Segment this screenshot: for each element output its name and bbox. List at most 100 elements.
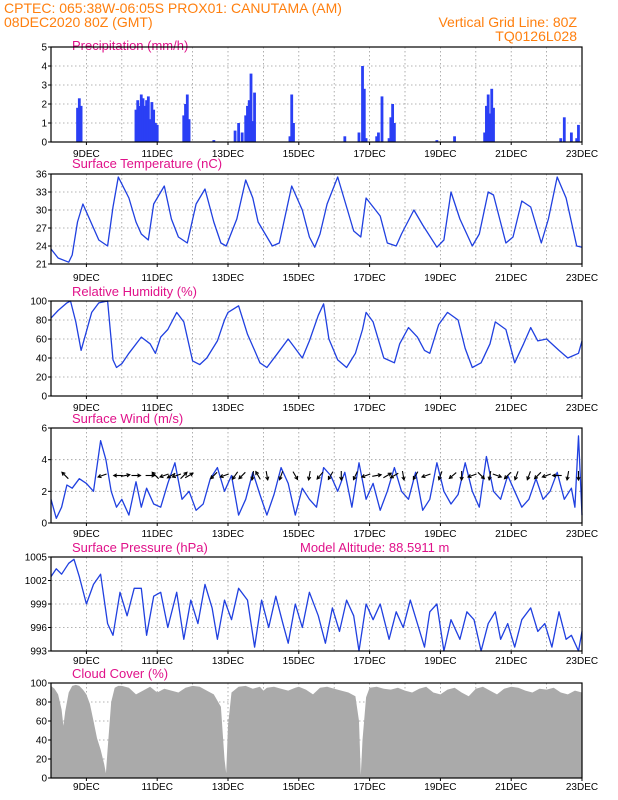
x-tick-label: 19DEC [424, 782, 456, 793]
wind-arrow [533, 471, 542, 480]
y-tick-label: 100 [30, 679, 47, 690]
precip-bar [146, 96, 150, 142]
x-tick-label: 13DEC [212, 656, 244, 667]
wind-arrow [219, 473, 229, 479]
panel-surface-temperature-nc: Surface Temperature (nC) 21 24 27 30 33 36 9DEC… [36, 156, 598, 284]
panel-frame [50, 300, 583, 397]
x-tick-label: 15DEC [283, 403, 315, 414]
x-tick-label: 21DEC [495, 273, 527, 284]
x-tick-label: 17DEC [353, 403, 385, 414]
panel-surface-wind-m-s: Surface Wind (m/s) 0 2 4 6 9DEC 11DEC 13DEC 15DE… [41, 411, 598, 540]
precip-bar [237, 123, 241, 142]
precip-bar [148, 119, 152, 142]
x-tick-label: 11DEC [141, 529, 173, 540]
wind-arrow [131, 473, 142, 478]
precip-bar [569, 132, 573, 142]
panel-frame [50, 682, 583, 779]
x-tick-label: 11DEC [141, 149, 173, 160]
series-line [50, 176, 583, 263]
precip-bar [244, 115, 248, 142]
y-tick-label: 40 [36, 736, 48, 747]
panel-title: Precipitation (mm/h) [72, 38, 188, 53]
panel-title: Surface Wind (m/s) [72, 411, 183, 426]
wind-arrow [292, 471, 299, 481]
precip-bar [362, 88, 366, 142]
wind-arrow [477, 471, 486, 480]
wind-arrow [250, 470, 255, 482]
panel-title: Surface Pressure (hPa) [72, 540, 208, 555]
panel-title: Cloud Cover (%) [72, 666, 168, 681]
header-date-line: 08DEC2020 80Z (GMT) [4, 14, 153, 30]
wind-arrow [339, 471, 344, 482]
header: CPTEC: 065:38W-06:05S PROX01: CANUTAMA (… [4, 0, 577, 44]
y-tick-label: 4 [41, 62, 47, 73]
x-tick-label: 23DEC [566, 782, 598, 793]
y-tick-label: 20 [36, 373, 48, 384]
wind-arrow [184, 472, 194, 479]
panel-title: Surface Temperature (nC) [72, 156, 222, 171]
wind-arrow [487, 470, 492, 482]
precip-bar [453, 136, 456, 142]
wind-arrow [112, 473, 123, 478]
precip-bar [562, 117, 566, 142]
header-model-id: TQ0126L028 [495, 28, 577, 44]
y-tick-label: 2 [41, 100, 47, 111]
x-tick-label: 19DEC [424, 403, 456, 414]
precip-bar [76, 107, 79, 142]
y-tick-label: 993 [30, 647, 47, 658]
y-tick-label: 100 [30, 297, 47, 308]
x-tick-label: 23DEC [566, 656, 598, 667]
wind-arrow [492, 473, 503, 479]
wind-arrow [158, 473, 169, 479]
header-grid-line-label: Vertical Grid Line: 80Z [438, 14, 577, 30]
precip-bar [240, 132, 244, 142]
x-tick-label: 17DEC [353, 782, 385, 793]
precip-bar [391, 104, 395, 142]
x-tick-label: 15DEC [283, 529, 315, 540]
panel-frame [50, 46, 583, 143]
wind-arrow [526, 471, 531, 481]
precip-bar [292, 123, 295, 142]
precip-bar [145, 100, 148, 142]
precip-bar [490, 88, 494, 142]
precip-bar [251, 121, 255, 142]
precip-bar [246, 105, 249, 142]
precip-bar [249, 73, 253, 142]
wind-arrow [171, 473, 182, 479]
x-tick-label: 19DEC [424, 149, 456, 160]
x-tick-label: 23DEC [566, 529, 598, 540]
y-tick-label: 60 [36, 717, 48, 728]
precip-bar [185, 94, 189, 142]
precip-bar [187, 119, 191, 142]
precip-bar [79, 105, 83, 142]
x-tick-label: 9DEC [73, 782, 100, 793]
series-line [50, 300, 583, 369]
precip-bar [182, 115, 186, 142]
wind-arrow [209, 471, 218, 480]
precip-bar [364, 138, 368, 142]
panel-frame [50, 173, 583, 265]
wind-arrow [437, 471, 443, 481]
precip-bar [136, 100, 140, 142]
wind-arrow [151, 471, 160, 480]
x-tick-label: 23DEC [566, 403, 598, 414]
precip-bar [288, 136, 292, 142]
wind-arrow [541, 473, 552, 479]
y-tick-label: 27 [36, 224, 48, 235]
y-tick-label: 33 [36, 188, 48, 199]
x-tick-label: 23DEC [566, 273, 598, 284]
precip-bar [485, 105, 488, 142]
precip-bar [150, 102, 154, 142]
precip-bar [233, 130, 237, 142]
wind-arrow [306, 470, 312, 482]
wind-arrow [360, 473, 371, 479]
precip-bar [343, 136, 347, 142]
wind-arrow [513, 471, 519, 481]
wind-arrow [61, 471, 69, 480]
precip-bar [392, 123, 396, 142]
precip-bar [141, 98, 145, 142]
wind-arrow [466, 473, 477, 479]
precip-bar [138, 105, 141, 142]
wind-arrow [97, 473, 107, 479]
precip-bar [357, 132, 361, 142]
